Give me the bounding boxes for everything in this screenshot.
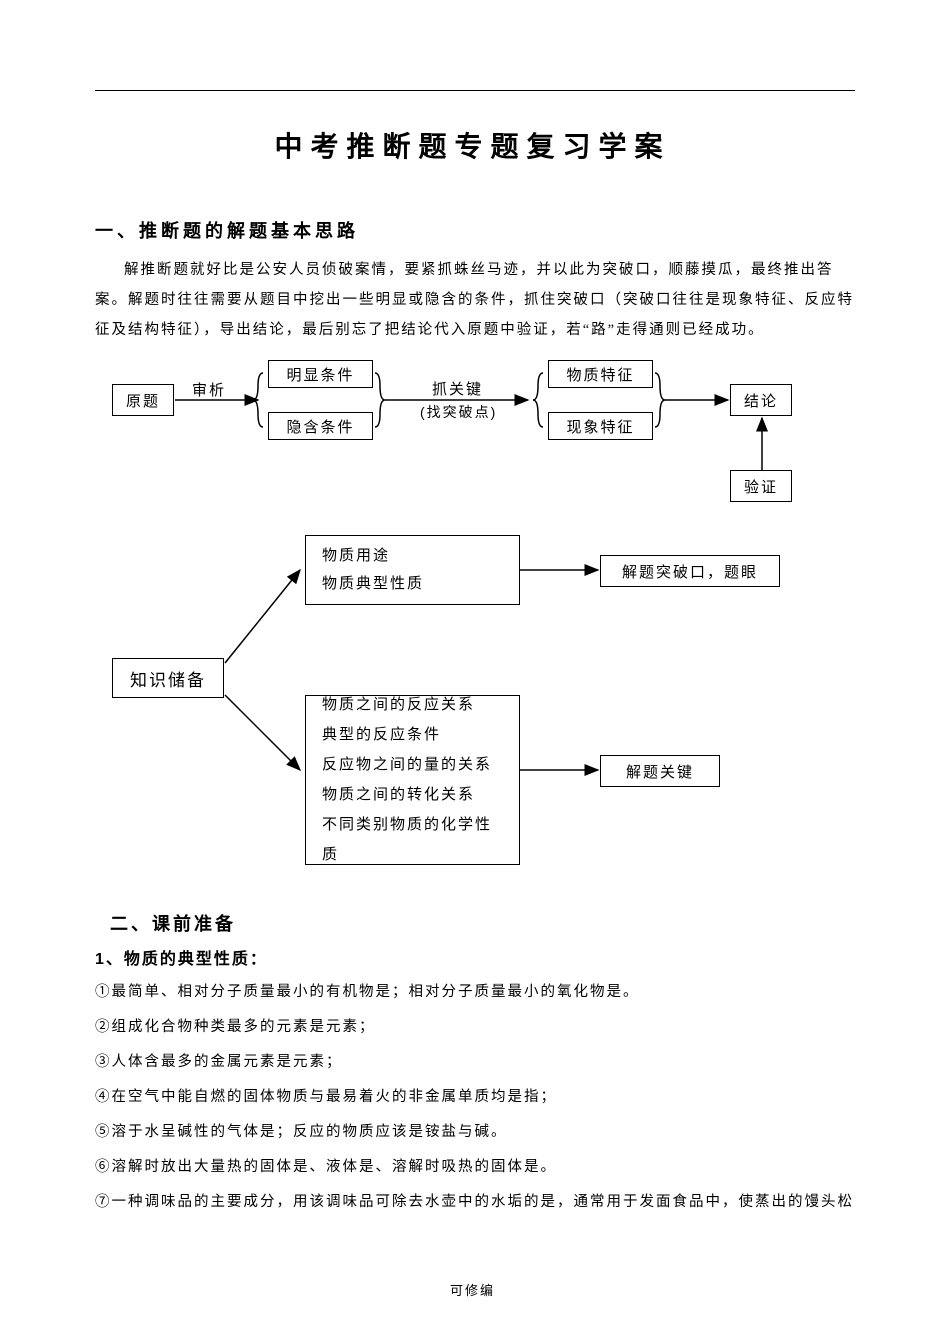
flow2-top-l1: 物质用途 <box>322 542 390 570</box>
flow1-xianxiang: 现象特征 <box>548 412 653 440</box>
list-item-1: ①最简单、相对分子质量最小的有机物是；相对分子质量最小的氧化物是。 <box>95 980 640 1001</box>
flow1-shenxi-label: 审析 <box>192 379 226 400</box>
list-item-2: ②组成化合物种类最多的元素是元素； <box>95 1015 376 1036</box>
flow1-zhao-label: (找突破点) <box>420 402 497 422</box>
flow2-bot-box: 物质之间的反应关系 典型的反应条件 反应物之间的量的关系 物质之间的转化关系 不… <box>305 695 520 865</box>
section-2-heading: 二、课前准备 <box>110 910 236 936</box>
flow1-jielun: 结论 <box>730 384 792 416</box>
flow1-yinhan: 隐含条件 <box>268 412 373 440</box>
flow2-bot-l1: 物质之间的反应关系 <box>322 690 475 720</box>
flow1-yuanti: 原题 <box>112 384 174 416</box>
flow2-top-box: 物质用途 物质典型性质 <box>305 535 520 605</box>
flow1-mingxian: 明显条件 <box>268 360 373 388</box>
list-item-4: ④在空气中能自燃的固体物质与最易着火的非金属单质均是指； <box>95 1085 557 1106</box>
section-1-heading: 一、推断题的解题基本思路 <box>95 217 359 243</box>
flow2-bot-right: 解题关键 <box>600 755 720 787</box>
flow1-yanzheng: 验证 <box>730 470 792 502</box>
flow2-bot-l5: 不同类别物质的化学性质 <box>322 810 503 870</box>
flow2-top-right: 解题突破口，题眼 <box>600 555 780 587</box>
flow1-zhua-label: 抓关键 <box>432 378 483 399</box>
flow2-zhishi: 知识储备 <box>112 658 224 698</box>
rule-line <box>95 90 855 91</box>
list-item-7: ⑦一种调味品的主要成分，用该调味品可除去水壶中的水垢的是，通常用于发面食品中，使… <box>95 1190 855 1211</box>
flow2-bot-l4: 物质之间的转化关系 <box>322 780 475 810</box>
list-item-3: ③人体含最多的金属元素是元素； <box>95 1050 343 1071</box>
page: 中考推断题专题复习学案 一、推断题的解题基本思路 解推断题就好比是公安人员侦破案… <box>0 0 945 1337</box>
flow2-top-l2: 物质典型性质 <box>322 570 424 598</box>
footer-text: 可修编 <box>0 1280 945 1299</box>
list-item-6: ⑥溶解时放出大量热的固体是、液体是、溶解时吸热的固体是。 <box>95 1155 557 1176</box>
section-1-paragraph: 解推断题就好比是公安人员侦破案情，要紧抓蛛丝马迹，并以此为突破口，顺藤摸瓜，最终… <box>95 255 855 345</box>
page-title: 中考推断题专题复习学案 <box>0 125 945 165</box>
list-item-5: ⑤溶于水呈碱性的气体是；反应的物质应该是铵盐与碱。 <box>95 1120 508 1141</box>
flow2-bot-l2: 典型的反应条件 <box>322 720 441 750</box>
flow2-bot-l3: 反应物之间的量的关系 <box>322 750 492 780</box>
section-2-sub: 1、物质的典型性质： <box>95 945 268 969</box>
flow1-wuzhi: 物质特征 <box>548 360 653 388</box>
